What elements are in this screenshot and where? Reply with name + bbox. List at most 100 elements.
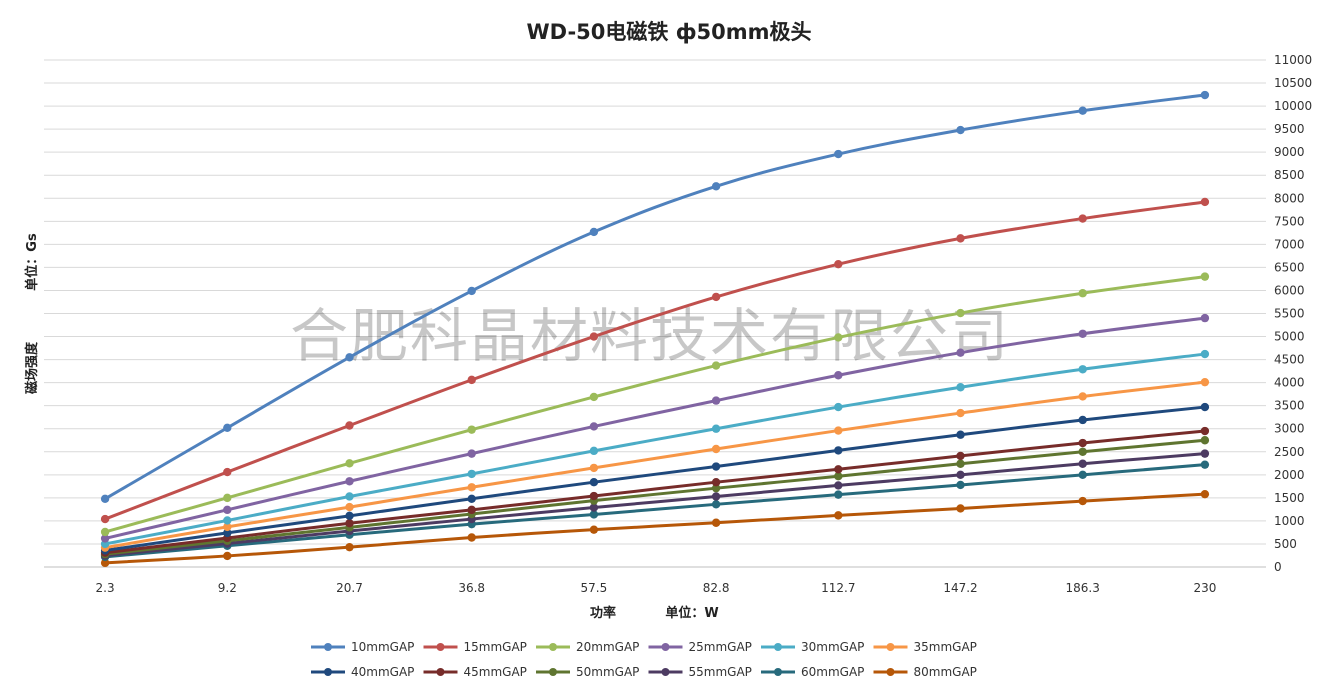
data-point [345,542,354,552]
data-point [345,477,354,486]
legend-marker [324,643,332,651]
data-point [1200,426,1210,436]
data-point [1200,272,1210,281]
legend-marker [886,668,895,676]
data-point [223,493,232,503]
data-point [956,430,965,439]
y-tick-label: 2500 [1274,445,1305,459]
data-point [1200,460,1210,469]
y-tick-label: 9500 [1274,122,1305,136]
data-point [711,477,721,487]
legend-marker [886,643,895,651]
data-point [589,491,599,501]
legend-item: 50mmGAP [536,665,639,679]
data-point [589,422,599,431]
y-tick-label: 2000 [1274,468,1305,482]
series-line [103,405,1207,552]
series-line [103,93,1207,501]
x-tick-label: 147.2 [943,581,977,595]
legend-marker [661,668,670,676]
series-40mmGAP [100,402,1210,555]
data-point [956,383,965,392]
legend-marker [436,643,445,651]
series-10mmGAP [100,90,1210,503]
legend-item: 15mmGAP [423,640,527,654]
y-tick-label: 6500 [1274,260,1305,274]
data-point [467,449,476,458]
x-tick-label: 9.2 [218,581,237,595]
legend-item: 30mmGAP [761,640,864,654]
legend-marker [549,668,557,676]
data-point [223,467,232,477]
legend-label: 45mmGAP [464,665,527,679]
legend-item: 40mmGAP [311,665,414,679]
data-point [100,514,110,524]
data-point [223,516,232,525]
data-point [1200,436,1210,445]
data-point [834,511,843,520]
data-point [834,472,843,481]
data-point [1078,438,1087,448]
data-point [100,534,110,543]
data-point [1078,392,1087,401]
data-point [834,259,843,269]
data-point [589,477,599,487]
data-point [100,558,110,568]
data-point [1078,106,1087,115]
data-point [1200,402,1210,412]
data-point [834,371,843,380]
series-line [103,452,1207,557]
data-point [345,502,354,512]
data-point [711,292,721,302]
data-point [589,503,599,512]
x-tick-label: 186.3 [1066,581,1100,595]
data-point [956,125,965,135]
x-axis-ticks: 2.3 9.2 20.7 36.8 57.5 82.8 112.7 147.2 186.3 230 [96,581,1217,595]
legend-marker [774,668,782,676]
x-axis-unit: 单位：W [665,605,718,621]
data-point [956,408,965,418]
series-line [103,352,1207,546]
data-point [1200,489,1210,499]
data-point [467,375,476,385]
y-axis-label: 磁场强度 [24,341,40,394]
data-point [834,426,843,435]
y-tick-label: 5500 [1274,307,1305,321]
data-point [1078,470,1087,480]
data-point [223,505,232,515]
data-point [956,348,965,357]
series-line [103,200,1207,521]
series-20mmGAP [100,272,1210,537]
data-point [345,353,354,362]
y-tick-label: 5000 [1274,330,1305,344]
legend-item: 25mmGAP [648,640,752,654]
legend-item: 60mmGAP [761,665,864,679]
x-tick-label: 112.7 [821,581,855,595]
data-point [100,527,110,537]
data-point [834,490,843,499]
data-point [1078,447,1087,456]
y-tick-label: 1500 [1274,491,1305,505]
data-point [834,481,843,490]
data-point [1078,329,1087,338]
data-point [345,519,354,528]
legend-item: 10mmGAP [311,640,414,654]
y-tick-label: 8000 [1274,191,1305,205]
data-point [589,463,599,473]
legend: 10mmGAP 15mmGAP 20mmGAP 25mmGAP 30mmGAP 35mmG… [311,640,977,679]
data-point [834,446,843,455]
legend-marker [774,643,782,651]
data-point [834,149,843,159]
x-axis-label: 功率 [590,605,616,621]
y-tick-label: 500 [1274,537,1297,551]
data-point [1078,415,1087,425]
data-point [956,459,965,468]
chart-title: WD-50电磁铁 ф50mm极头 [526,20,811,44]
series-line [103,275,1207,534]
data-point [467,494,476,503]
data-point [1078,289,1087,298]
data-point [1200,197,1210,207]
legend-label: 20mmGAP [576,640,639,654]
data-point [1078,365,1087,374]
